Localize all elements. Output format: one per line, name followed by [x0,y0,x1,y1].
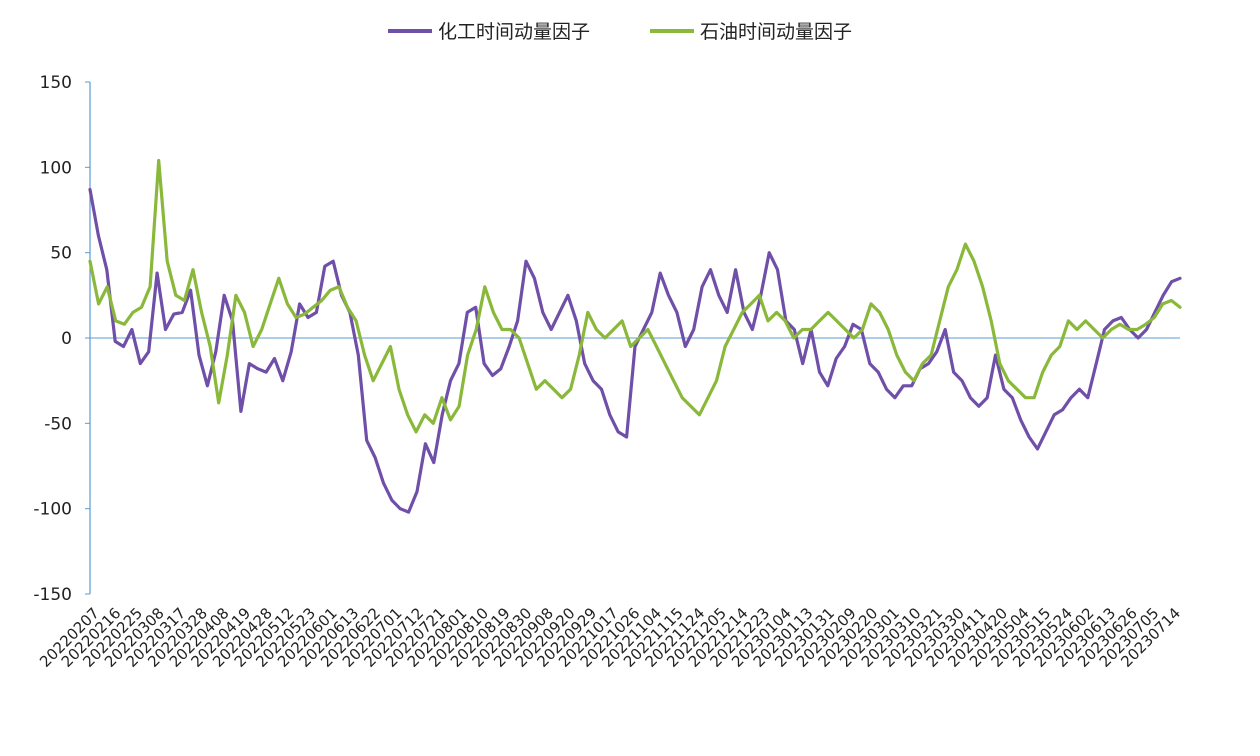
y-tick-label: 100 [40,158,72,178]
y-tick-label: 50 [50,244,72,264]
series-line-1 [88,187,1182,514]
y-tick-label: 150 [40,73,72,93]
legend-label-2: 石油时间动量因子 [700,21,852,43]
series-line-2 [88,158,1182,434]
y-tick-label: -50 [44,414,72,434]
y-axis: 150 100 50 0 -50 -100 -150 [33,73,91,605]
x-axis: 2022020720220216202202252022030820220317… [36,337,1184,671]
y-tick-label: -100 [33,500,72,520]
legend: 化工时间动量因子 石油时间动量因子 [388,21,852,43]
series-layer [88,158,1182,514]
y-tick-label: 0 [61,329,72,349]
y-tick-label: -150 [33,585,72,605]
legend-label-1: 化工时间动量因子 [438,21,590,43]
